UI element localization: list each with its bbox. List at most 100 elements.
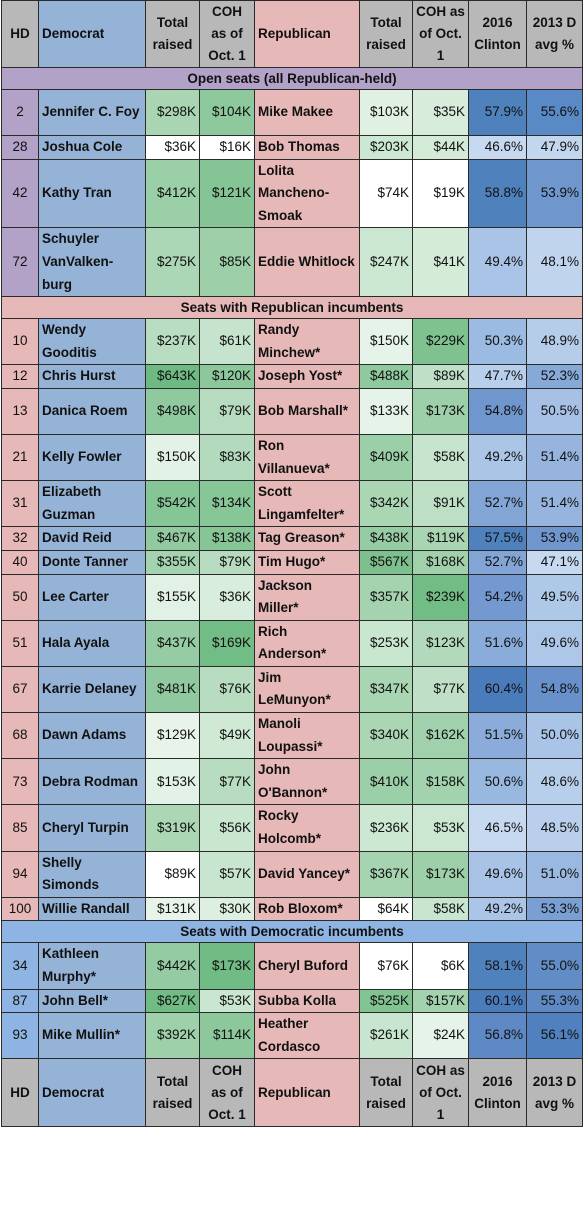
table-body: HD Democrat Total raised COH as of Oct. … (1, 0, 583, 1128)
democrat-name: Kelly Fowler (38, 433, 146, 482)
header-d-avg-2013: 2013 D avg % (526, 0, 583, 68)
table-row: 50 Lee Carter $155K $36K Jackson Miller* $357… (1, 573, 583, 621)
republican-name: Rich Anderson* (254, 619, 360, 667)
dem-total-raised: $643K (145, 364, 200, 389)
table-row: 42 Kathy Tran $412K $121K Lolita Mancheno-Sm… (1, 158, 583, 229)
clinton-2016: 60.1% (468, 988, 527, 1014)
rep-coh: $77K (412, 665, 469, 714)
democrat-name: Elizabeth Guzman (38, 480, 146, 528)
dem-coh: $173K (199, 942, 255, 990)
section-title: Seats with Republican incumbents (1, 296, 583, 320)
democrat-name: Shelly Simonds (38, 850, 146, 898)
d-avg-2013: 53.9% (526, 158, 583, 229)
rep-coh: $168K (412, 549, 469, 575)
district-number: 94 (1, 850, 39, 898)
democrat-name: Danica Roem (38, 387, 146, 435)
rep-coh: $119K (412, 526, 469, 551)
district-number: 28 (1, 135, 39, 160)
clinton-2016: 54.8% (468, 387, 527, 435)
footer-rep-total-raised: Total raised (359, 1058, 413, 1128)
header-rep-coh: COH as of Oct. 1 (412, 0, 469, 68)
district-number: 32 (1, 526, 39, 551)
footer-democrat: Democrat (38, 1058, 146, 1128)
republican-name: Heather Cordasco (254, 1012, 360, 1060)
dem-coh: $30K (199, 896, 255, 922)
republican-name: Ron Villanueva* (254, 433, 360, 482)
dem-coh: $121K (199, 158, 255, 229)
rep-total-raised: $357K (359, 573, 413, 621)
district-number: 93 (1, 1012, 39, 1060)
district-number: 72 (1, 227, 39, 298)
dem-total-raised: $392K (145, 1012, 200, 1060)
rep-total-raised: $367K (359, 850, 413, 898)
rep-total-raised: $253K (359, 619, 413, 667)
republican-name: Randy Minchew* (254, 318, 360, 366)
dem-coh: $79K (199, 549, 255, 575)
rep-coh: $173K (412, 850, 469, 898)
d-avg-2013: 51.4% (526, 433, 583, 482)
republican-name: Lolita Mancheno-Smoak (254, 158, 360, 229)
footer-dem-total-raised: Total raised (145, 1058, 200, 1128)
republican-name: Bob Marshall* (254, 387, 360, 435)
dem-total-raised: $153K (145, 758, 200, 806)
d-avg-2013: 48.9% (526, 318, 583, 366)
district-number: 73 (1, 758, 39, 806)
clinton-2016: 50.3% (468, 318, 527, 366)
dem-total-raised: $412K (145, 158, 200, 229)
dem-total-raised: $355K (145, 549, 200, 575)
header-democrat: Democrat (38, 0, 146, 68)
footer-rep-coh: COH as of Oct. 1 (412, 1058, 469, 1128)
table-row: 72 Schuyler VanValken-burg $275K $85K Eddie … (1, 227, 583, 298)
dem-coh: $53K (199, 988, 255, 1014)
table-row: 12 Chris Hurst $643K $120K Joseph Yost* $488K… (1, 364, 583, 389)
rep-coh: $157K (412, 988, 469, 1014)
district-number: 40 (1, 549, 39, 575)
dem-total-raised: $481K (145, 665, 200, 714)
d-avg-2013: 47.9% (526, 135, 583, 160)
clinton-2016: 50.6% (468, 758, 527, 806)
democrat-name: Debra Rodman (38, 758, 146, 806)
table-row: 100 Willie Randall $131K $30K Rob Bloxom* $64… (1, 896, 583, 922)
republican-name: Jim LeMunyon* (254, 665, 360, 714)
clinton-2016: 57.5% (468, 526, 527, 551)
d-avg-2013: 48.5% (526, 804, 583, 852)
rep-total-raised: $247K (359, 227, 413, 298)
rep-total-raised: $409K (359, 433, 413, 482)
dem-total-raised: $129K (145, 712, 200, 760)
republican-name: John O'Bannon* (254, 758, 360, 806)
dem-total-raised: $36K (145, 135, 200, 160)
democrat-name: Cheryl Turpin (38, 804, 146, 852)
republican-name: Tim Hugo* (254, 549, 360, 575)
section-header-row: Seats with Republican incumbents (1, 296, 583, 320)
rep-coh: $123K (412, 619, 469, 667)
dem-total-raised: $298K (145, 89, 200, 136)
table-row: 93 Mike Mullin* $392K $114K Heather Cordasco… (1, 1012, 583, 1060)
rep-total-raised: $488K (359, 364, 413, 389)
dem-coh: $85K (199, 227, 255, 298)
table-row: 34 Kathleen Murphy* $442K $173K Cheryl Bufor… (1, 942, 583, 990)
dem-coh: $104K (199, 89, 255, 136)
d-avg-2013: 55.0% (526, 942, 583, 990)
democrat-name: Schuyler VanValken-burg (38, 227, 146, 298)
republican-name: Bob Thomas (254, 135, 360, 160)
democrat-name: John Bell* (38, 988, 146, 1014)
section-header-row: Open seats (all Republican-held) (1, 67, 583, 90)
clinton-2016: 46.5% (468, 804, 527, 852)
dem-total-raised: $131K (145, 896, 200, 922)
republican-name: Tag Greason* (254, 526, 360, 551)
rep-total-raised: $103K (359, 89, 413, 136)
dem-total-raised: $89K (145, 850, 200, 898)
district-number: 13 (1, 387, 39, 435)
rep-total-raised: $410K (359, 758, 413, 806)
table-row: 32 David Reid $467K $138K Tag Greason* $438K $… (1, 526, 583, 551)
dem-coh: $77K (199, 758, 255, 806)
dem-coh: $138K (199, 526, 255, 551)
rep-coh: $44K (412, 135, 469, 160)
republican-name: Scott Lingamfelter* (254, 480, 360, 528)
footer-republican: Republican (254, 1058, 360, 1128)
dem-total-raised: $237K (145, 318, 200, 366)
rep-coh: $229K (412, 318, 469, 366)
table-row: 10 Wendy Gooditis $237K $61K Randy Minchew* $… (1, 318, 583, 366)
footer-clinton-2016: 2016 Clinton (468, 1058, 527, 1128)
republican-name: Mike Makee (254, 89, 360, 136)
